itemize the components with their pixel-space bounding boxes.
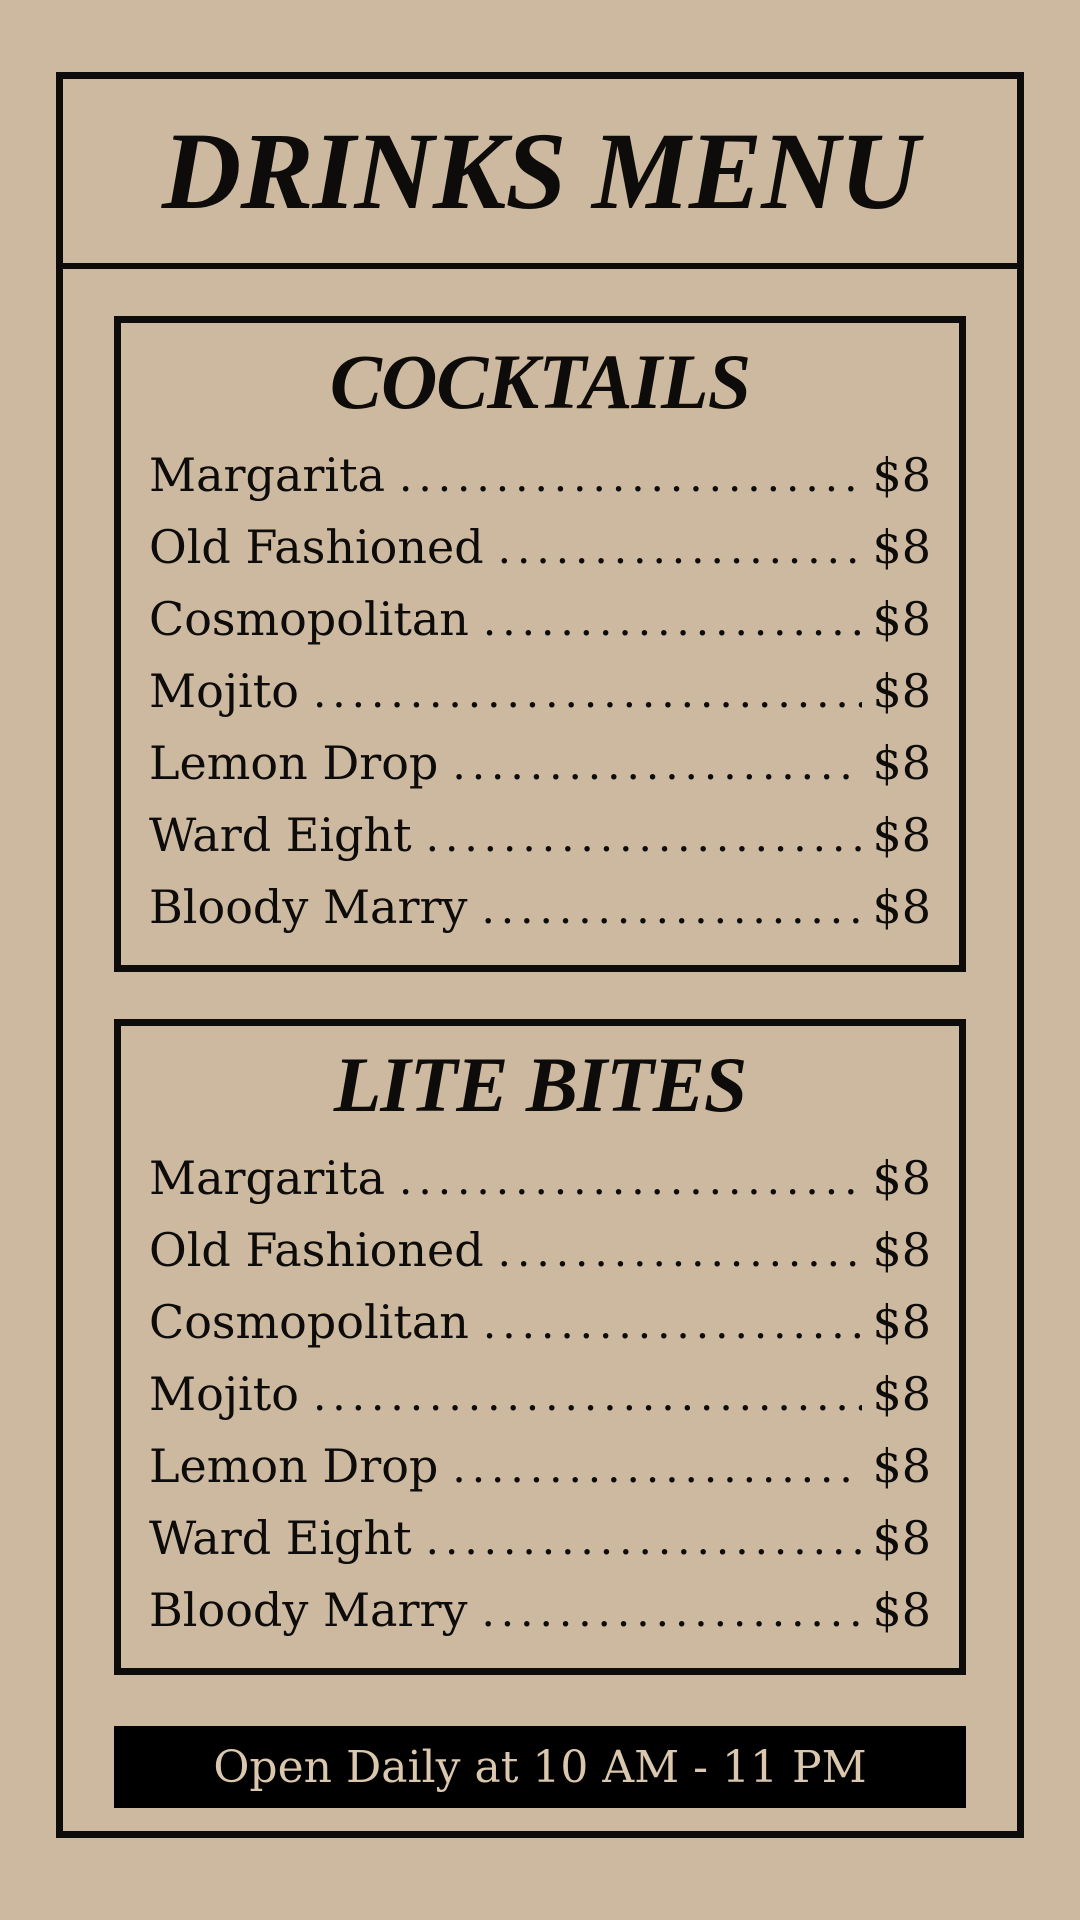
menu-item: Old Fashioned $8: [149, 1214, 931, 1286]
item-name: Mojito: [149, 1367, 299, 1421]
menu-item: Ward Eight $8: [149, 1502, 931, 1574]
item-price: $8: [872, 880, 931, 934]
item-name: Cosmopolitan: [149, 592, 469, 646]
dot-leader: [481, 1576, 862, 1646]
item-name: Lemon Drop: [149, 1439, 439, 1493]
item-price: $8: [872, 592, 931, 646]
item-price: $8: [872, 1367, 931, 1421]
menu-item: Lemon Drop $8: [149, 727, 931, 799]
item-price: $8: [872, 808, 931, 862]
item-price: $8: [872, 1151, 931, 1205]
dot-leader: [399, 441, 862, 511]
menu-title: DRINKS MENU: [161, 109, 919, 232]
menu-item: Bloody Marry $8: [149, 1574, 931, 1646]
item-price: $8: [872, 1439, 931, 1493]
dot-leader: [452, 729, 862, 799]
item-name: Cosmopolitan: [149, 1295, 469, 1349]
menu-frame: DRINKS MENU COCKTAILS Margarita $8 Old F…: [56, 72, 1024, 1838]
dot-leader: [313, 657, 863, 727]
menu-item: Margarita $8: [149, 1142, 931, 1214]
dot-leader: [498, 513, 863, 583]
item-name: Ward Eight: [149, 1511, 412, 1565]
section-heading-lite-bites: LITE BITES: [333, 1041, 748, 1128]
item-name: Bloody Marry: [149, 1583, 468, 1637]
section-items: Margarita $8 Old Fashioned $8 Cosmopolit…: [149, 439, 931, 943]
item-price: $8: [872, 664, 931, 718]
dot-leader: [426, 1504, 863, 1574]
item-price: $8: [872, 1295, 931, 1349]
dot-leader: [481, 873, 862, 943]
item-price: $8: [872, 736, 931, 790]
item-name: Old Fashioned: [149, 520, 484, 574]
item-name: Mojito: [149, 664, 299, 718]
dot-leader: [426, 801, 863, 871]
section-lite-bites: LITE BITES Margarita $8 Old Fashioned $8…: [114, 1019, 966, 1675]
section-items: Margarita $8 Old Fashioned $8 Cosmopolit…: [149, 1142, 931, 1646]
item-name: Old Fashioned: [149, 1223, 484, 1277]
menu-item: Mojito $8: [149, 1358, 931, 1430]
item-price: $8: [872, 520, 931, 574]
item-name: Lemon Drop: [149, 736, 439, 790]
section-heading-cocktails: COCKTAILS: [329, 338, 751, 425]
item-price: $8: [872, 448, 931, 502]
menu-item: Bloody Marry $8: [149, 871, 931, 943]
item-name: Bloody Marry: [149, 880, 468, 934]
dot-leader: [483, 1288, 863, 1358]
menu-item: Lemon Drop $8: [149, 1430, 931, 1502]
item-price: $8: [872, 1223, 931, 1277]
item-name: Ward Eight: [149, 808, 412, 862]
menu-item: Margarita $8: [149, 439, 931, 511]
menu-item: Old Fashioned $8: [149, 511, 931, 583]
dot-leader: [498, 1216, 863, 1286]
item-price: $8: [872, 1583, 931, 1637]
dot-leader: [452, 1432, 862, 1502]
item-name: Margarita: [149, 448, 385, 502]
dot-leader: [483, 585, 863, 655]
item-price: $8: [872, 1511, 931, 1565]
menu-content: COCKTAILS Margarita $8 Old Fashioned $8 …: [63, 316, 1017, 1808]
dot-leader: [399, 1144, 862, 1214]
menu-item: Mojito $8: [149, 655, 931, 727]
menu-item: Ward Eight $8: [149, 799, 931, 871]
footer-text: Open Daily at 10 AM - 11 PM: [213, 1741, 867, 1793]
footer-bar: Open Daily at 10 AM - 11 PM: [114, 1726, 966, 1808]
dot-leader: [313, 1360, 863, 1430]
menu-item: Cosmopolitan $8: [149, 583, 931, 655]
title-band: DRINKS MENU: [63, 79, 1017, 269]
menu-item: Cosmopolitan $8: [149, 1286, 931, 1358]
section-cocktails: COCKTAILS Margarita $8 Old Fashioned $8 …: [114, 316, 966, 972]
item-name: Margarita: [149, 1151, 385, 1205]
